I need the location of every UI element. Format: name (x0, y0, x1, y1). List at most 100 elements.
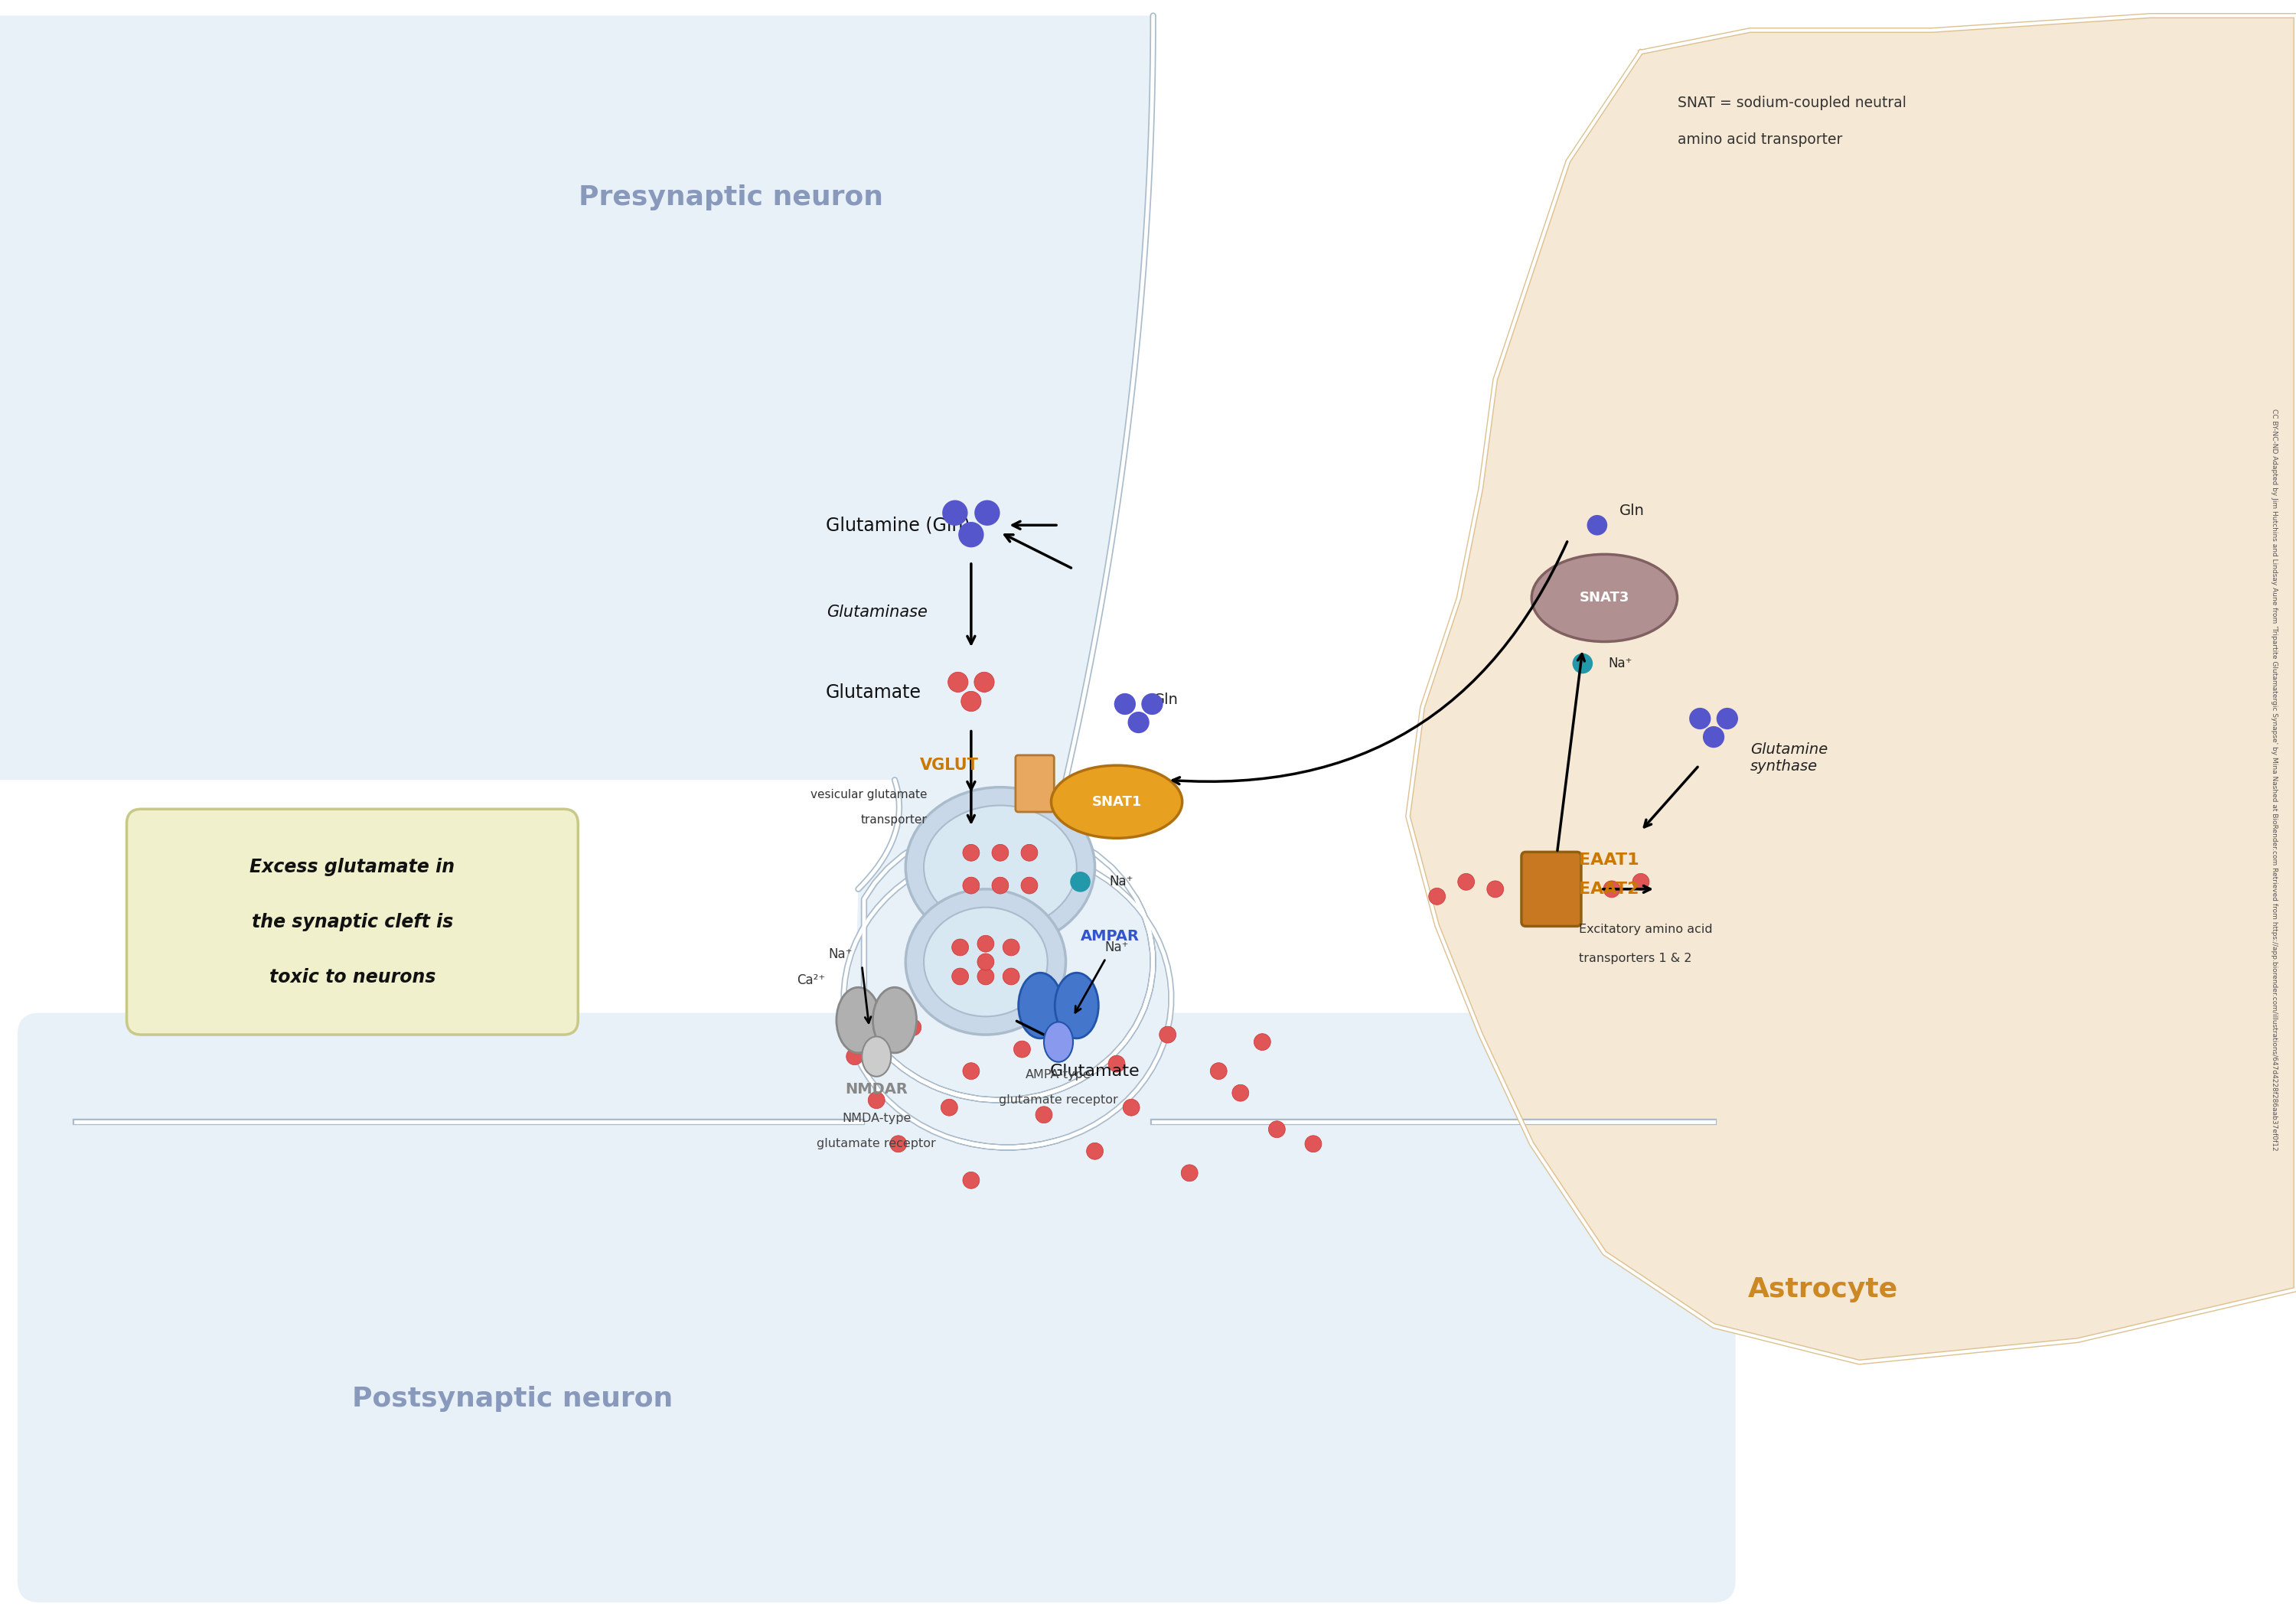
Text: the synaptic cleft is: the synaptic cleft is (253, 913, 452, 930)
Circle shape (1488, 881, 1504, 897)
Circle shape (1070, 871, 1091, 892)
Text: Na⁺: Na⁺ (1104, 940, 1130, 955)
Circle shape (1458, 874, 1474, 890)
Text: Na⁺: Na⁺ (1607, 657, 1632, 670)
Text: SNAT1: SNAT1 (1091, 795, 1141, 808)
Circle shape (948, 672, 969, 693)
FancyBboxPatch shape (18, 1012, 1736, 1602)
Circle shape (1003, 938, 1019, 956)
Text: Astrocyte: Astrocyte (1747, 1276, 1899, 1302)
Circle shape (1304, 1136, 1322, 1152)
Circle shape (962, 1172, 980, 1189)
Text: Excitatory amino acid: Excitatory amino acid (1580, 924, 1713, 935)
Text: Gln: Gln (1619, 503, 1644, 517)
Circle shape (1127, 712, 1150, 733)
Text: Excess glutamate in: Excess glutamate in (250, 858, 455, 876)
FancyBboxPatch shape (126, 808, 579, 1035)
Text: Gln: Gln (1153, 693, 1178, 707)
Circle shape (1690, 707, 1711, 730)
Circle shape (941, 500, 969, 525)
Text: Na⁺: Na⁺ (1109, 874, 1134, 889)
Text: SNAT3: SNAT3 (1580, 591, 1630, 604)
Circle shape (1159, 1027, 1176, 1043)
Ellipse shape (872, 987, 916, 1053)
Circle shape (1141, 693, 1164, 715)
Circle shape (992, 844, 1008, 861)
Circle shape (1587, 514, 1607, 535)
Ellipse shape (1531, 554, 1678, 641)
Circle shape (1428, 889, 1446, 905)
Text: NMDAR: NMDAR (845, 1082, 907, 1096)
Text: AMPA-type: AMPA-type (1026, 1069, 1091, 1080)
Ellipse shape (847, 853, 1169, 1144)
Ellipse shape (861, 1037, 891, 1077)
Text: transporters 1 & 2: transporters 1 & 2 (1580, 953, 1692, 964)
Circle shape (978, 967, 994, 985)
Circle shape (941, 1099, 957, 1115)
Text: Postsynaptic neuron: Postsynaptic neuron (351, 1385, 673, 1411)
Circle shape (953, 938, 969, 956)
Circle shape (953, 967, 969, 985)
Text: toxic to neurons: toxic to neurons (269, 967, 436, 987)
Circle shape (1015, 1041, 1031, 1057)
Polygon shape (0, 16, 1153, 1101)
Text: Glutamate: Glutamate (1049, 1064, 1139, 1078)
Circle shape (1632, 874, 1649, 890)
Text: Na⁺: Na⁺ (829, 948, 852, 961)
Ellipse shape (923, 805, 1077, 929)
Circle shape (847, 1048, 863, 1065)
Polygon shape (1407, 16, 2296, 1363)
Text: Glutamate: Glutamate (827, 683, 921, 702)
Text: CC BY-NC-ND Adapted by Jim Hutchins and Lindsay Aune from 'Tripartite Glutamater: CC BY-NC-ND Adapted by Jim Hutchins and … (2271, 408, 2278, 1151)
Text: EAAT2: EAAT2 (1580, 882, 1639, 897)
Circle shape (1573, 654, 1593, 673)
Circle shape (1022, 844, 1038, 861)
Text: Ca²⁺: Ca²⁺ (797, 974, 824, 987)
Circle shape (1233, 1085, 1249, 1101)
Text: SNAT = sodium-coupled neutral: SNAT = sodium-coupled neutral (1678, 96, 1906, 111)
Circle shape (1109, 1056, 1125, 1072)
Ellipse shape (836, 987, 879, 1053)
Circle shape (1717, 707, 1738, 730)
Text: Glutaminase: Glutaminase (827, 604, 928, 620)
FancyBboxPatch shape (1015, 755, 1054, 812)
Circle shape (1254, 1033, 1270, 1051)
Circle shape (1603, 881, 1621, 897)
Text: Presynaptic neuron: Presynaptic neuron (579, 185, 884, 211)
Ellipse shape (905, 889, 1065, 1035)
Circle shape (992, 877, 1008, 893)
Circle shape (1114, 693, 1137, 715)
Circle shape (962, 844, 980, 861)
Circle shape (1704, 726, 1724, 747)
Circle shape (1210, 1062, 1226, 1080)
Ellipse shape (1045, 1022, 1072, 1062)
Text: EAAT1: EAAT1 (1580, 852, 1639, 868)
Text: Glutamine
synthase: Glutamine synthase (1750, 742, 1828, 775)
Text: VGLUT: VGLUT (921, 759, 978, 773)
Ellipse shape (923, 908, 1047, 1017)
Text: amino acid transporter: amino acid transporter (1678, 132, 1841, 146)
Circle shape (905, 1019, 921, 1037)
Circle shape (957, 522, 985, 548)
Ellipse shape (1054, 972, 1097, 1038)
Circle shape (962, 1062, 980, 1080)
Ellipse shape (905, 787, 1095, 948)
Circle shape (1123, 1099, 1139, 1115)
Ellipse shape (1052, 765, 1182, 839)
Circle shape (1022, 877, 1038, 893)
Circle shape (962, 877, 980, 893)
Text: NMDA-type: NMDA-type (843, 1112, 912, 1125)
Text: AMPAR: AMPAR (1081, 929, 1139, 943)
Circle shape (978, 935, 994, 951)
Text: vesicular glutamate: vesicular glutamate (810, 789, 928, 800)
Text: glutamate receptor: glutamate receptor (999, 1094, 1118, 1106)
Circle shape (974, 500, 1001, 525)
Circle shape (891, 1136, 907, 1152)
Ellipse shape (1019, 972, 1063, 1038)
Circle shape (1267, 1122, 1286, 1138)
Circle shape (1003, 967, 1019, 985)
Circle shape (962, 691, 980, 712)
Circle shape (1180, 1165, 1199, 1181)
FancyBboxPatch shape (1522, 852, 1582, 926)
Circle shape (1086, 1143, 1104, 1160)
